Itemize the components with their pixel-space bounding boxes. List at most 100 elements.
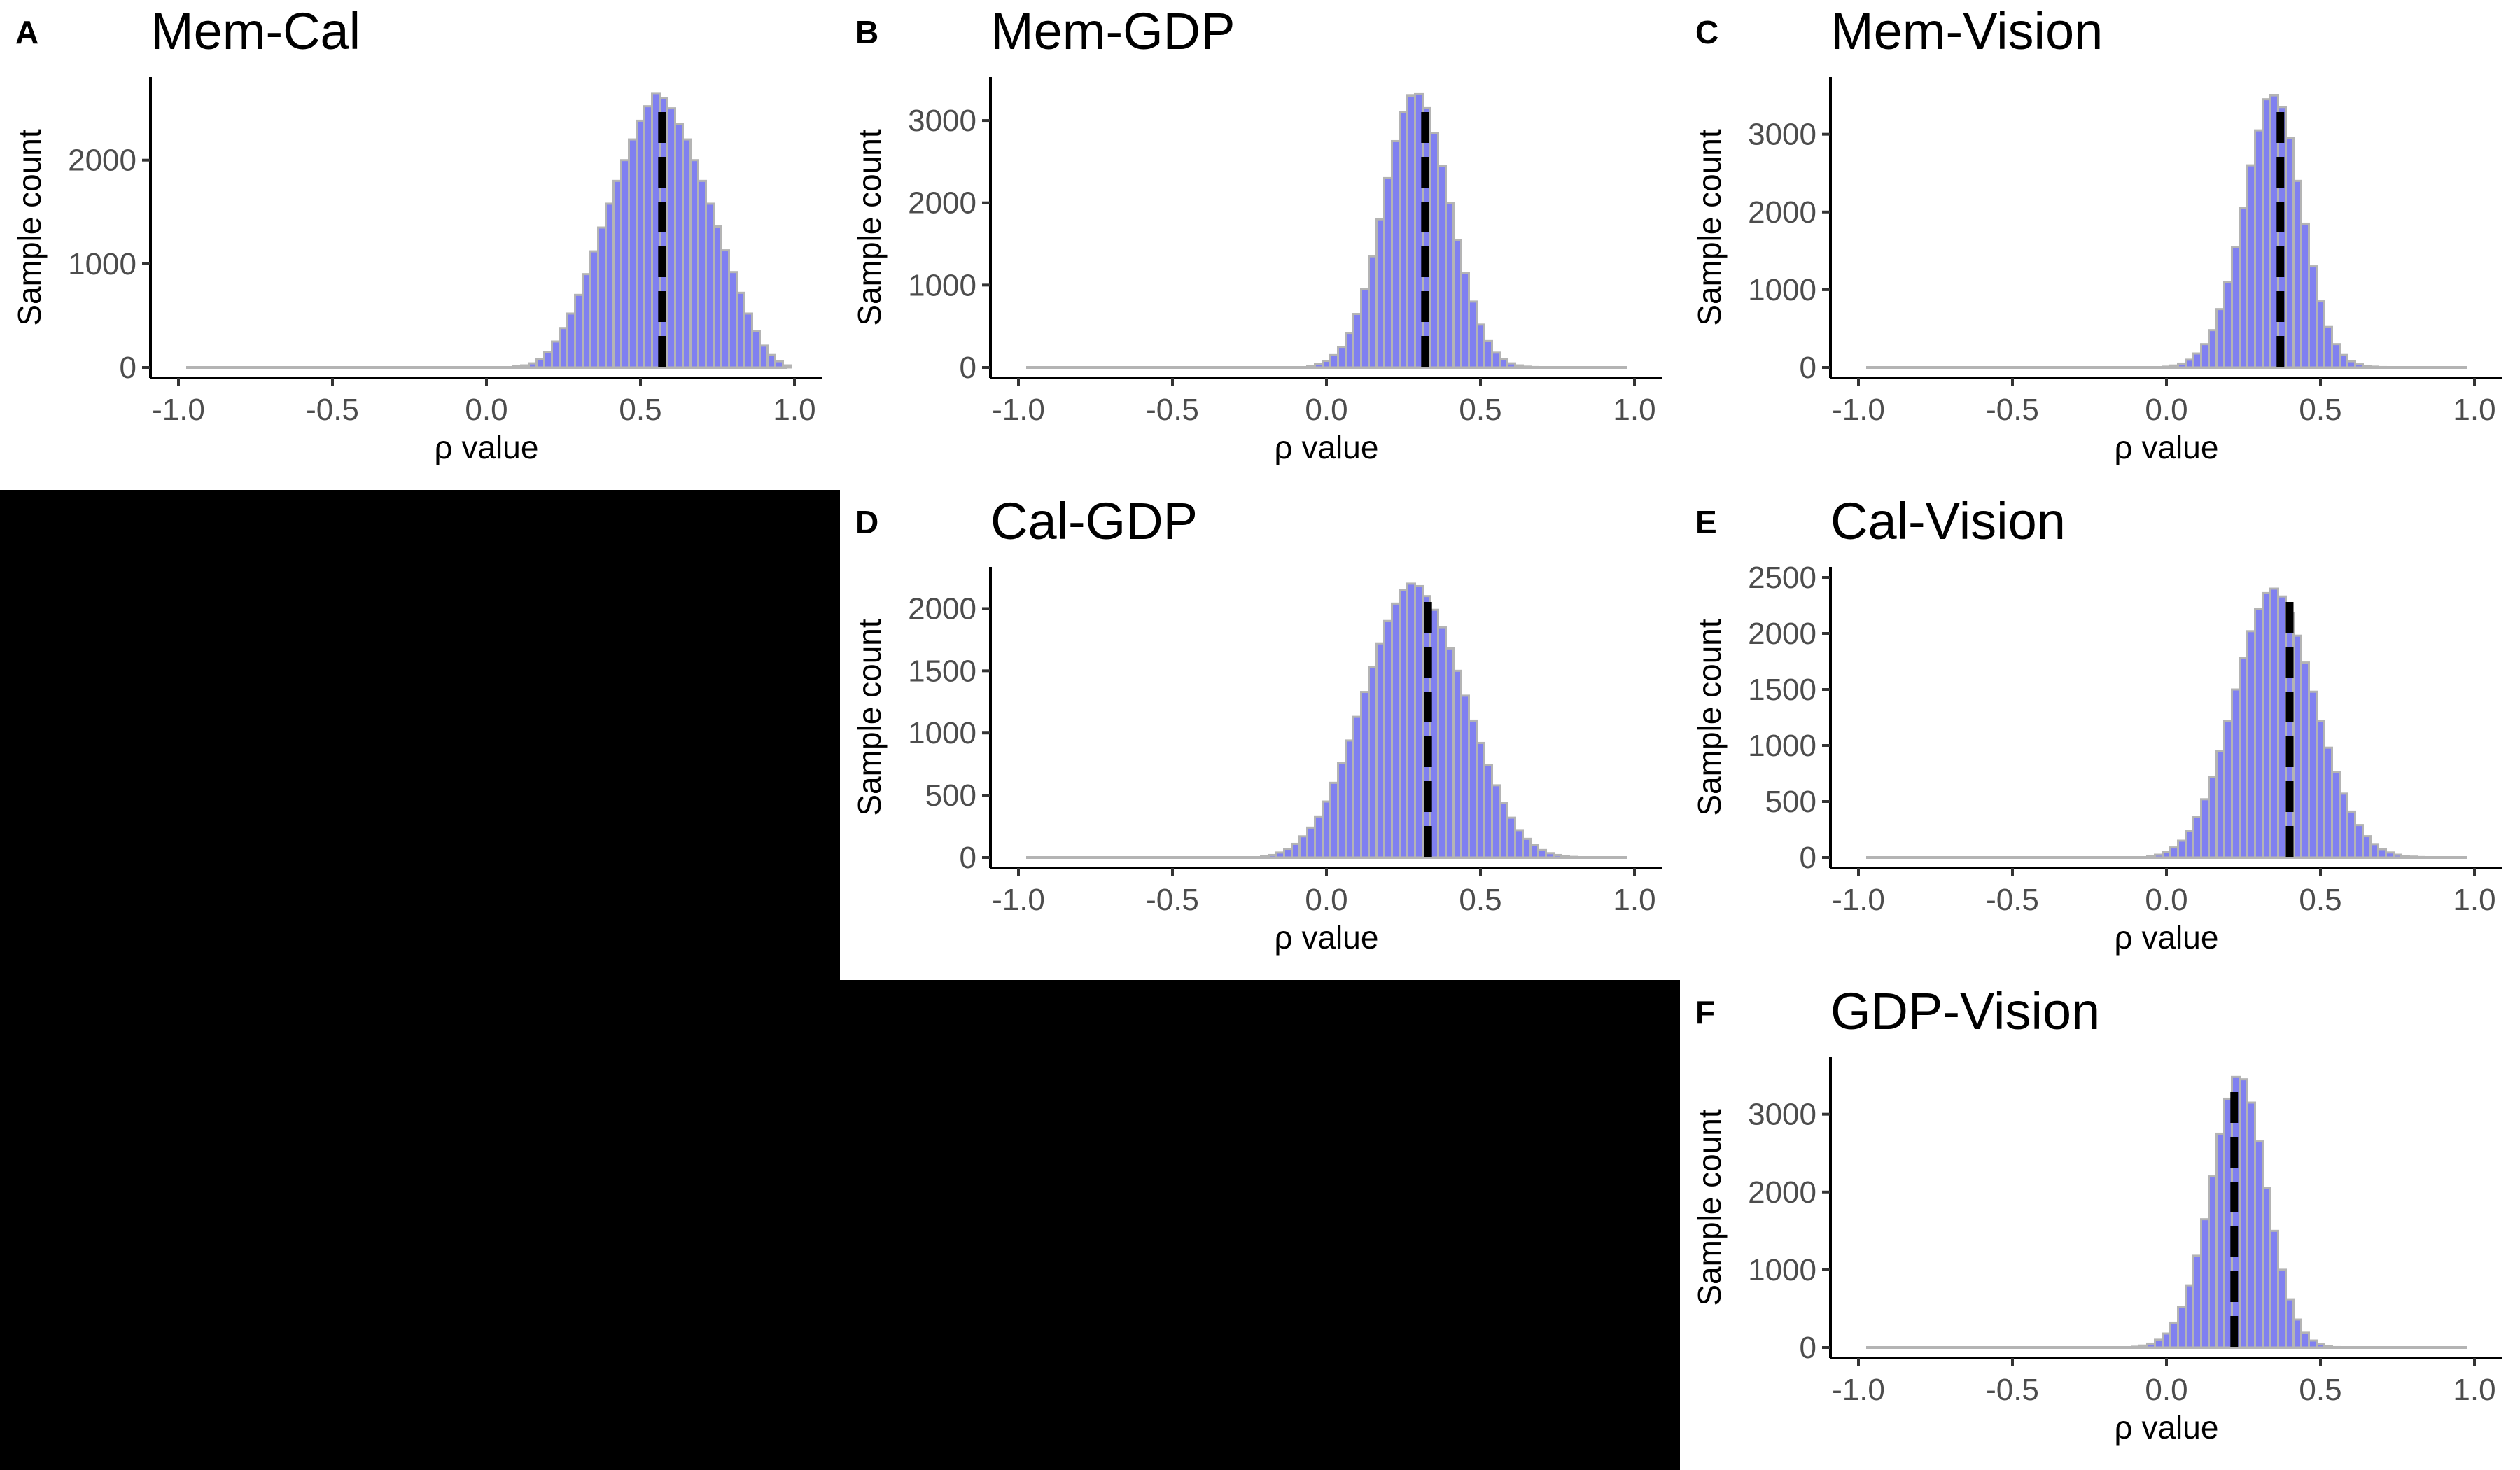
histogram-bar [1368,666,1378,859]
histogram-bar [1352,313,1362,369]
histogram-bar [1306,826,1316,859]
histogram-bar [620,159,630,369]
histogram-bar [2254,1140,2264,1349]
x-axis-label: ρ value [1275,429,1379,465]
histogram-bar [1360,288,1370,369]
histogram-bar [2308,265,2318,369]
histogram-bar [1391,139,1401,369]
histogram-bar [2138,1344,2148,1349]
histogram-bar [2331,343,2341,369]
x-tick-label: 1.0 [2453,393,2496,427]
histogram-bar [1352,715,1362,859]
chart-panel: F GDP-Vision -1.0 -0.5 0.0 0.5 1.0 0 1000 2000 300… [1691,982,2502,1446]
histogram-bar [2177,1306,2187,1349]
histogram-bar [759,344,769,369]
blank-region-bottom-middle [840,980,1680,1470]
histogram-bar [1345,332,1354,369]
histogram-bar [1329,781,1339,859]
chart-panel: C Mem-Vision -1.0 -0.5 0.0 0.5 1.0 0 1000 2000 300… [1691,2,2502,465]
histogram-bar [1337,346,1347,369]
histogram-bar [2408,855,2418,859]
histogram-bar [1452,669,1462,859]
x-tick-label: -0.5 [306,393,359,427]
histogram-bar [1422,106,1432,369]
histogram-bar [2216,750,2225,859]
histogram-bar [2208,329,2218,369]
histogram-bar [2169,364,2179,369]
histogram-bar [2154,853,2164,859]
histogram-bar [2292,634,2302,859]
x-tick-label: -0.5 [1986,393,2039,427]
histogram-bar [2208,776,2218,859]
x-tick-label: 0.5 [1459,393,1502,427]
x-tick-label: -0.5 [1146,883,1199,917]
y-tick-label: 1500 [1748,673,1816,707]
histogram-bar [1483,340,1493,369]
histogram-bar [1568,855,1578,859]
y-axis-label: Sample count [851,619,888,816]
y-axis-label: Sample count [11,129,48,326]
y-tick-label: 2000 [908,186,976,220]
x-tick-label: 0.0 [465,393,507,427]
y-tick-label: 2500 [1748,561,1816,595]
histogram-bar [2269,587,2279,859]
histogram-bar [1406,582,1416,859]
histogram-bar [1560,855,1570,859]
x-axis-label: ρ value [2115,429,2219,465]
y-tick-label: 3000 [908,104,976,138]
y-tick-label: 1000 [68,247,136,281]
histogram-bar [2192,352,2202,369]
histogram-bar [1553,853,1562,859]
histogram-bar [2354,363,2364,369]
histogram-bar [1483,764,1493,859]
histogram-bar [2316,1343,2325,1349]
chart-panel: D Cal-GDP -1.0 -0.5 0.0 0.5 1.0 0 500 1000 1500 200… [851,492,1662,955]
histogram-bar [2177,362,2187,369]
histogram-bar [705,202,715,369]
y-tick-label: 0 [1800,1331,1816,1365]
histogram-bar [1376,218,1385,369]
histogram-bar [2331,1345,2341,1349]
y-axis-label: Sample count [851,129,888,326]
histogram-bar [2300,1331,2310,1349]
histogram-bar [1345,739,1354,859]
histogram-bar [1368,255,1378,369]
histogram-bar [2323,326,2333,369]
y-tick-label: 500 [925,778,976,813]
panel-letter: A [15,14,38,50]
y-tick-label: 0 [1800,841,1816,875]
histogram-bar [1491,351,1501,369]
x-axis-label: ρ value [435,429,539,465]
y-tick-label: 2000 [908,592,976,626]
histogram-bar [589,250,599,369]
histogram-bar [1452,239,1462,369]
histogram-bar [2400,855,2410,859]
histogram-bar [1314,363,1324,369]
histogram-bar [666,107,676,369]
histogram-bar [2192,1254,2202,1349]
histogram-bar [1460,694,1470,859]
histogram-bar [1522,365,1532,369]
histogram-bar [751,330,761,369]
histogram-bar [2377,848,2387,859]
y-tick-label: 2000 [1748,1175,1816,1210]
histogram-bar [2339,354,2348,369]
y-tick-label: 500 [1765,785,1816,819]
x-tick-label: 0.0 [2145,883,2188,917]
histogram-bar [1399,589,1408,859]
histogram-bar [2300,222,2310,369]
histogram-bar [1391,602,1401,859]
x-tick-label: -1.0 [992,393,1045,427]
histogram-bar [2223,281,2233,369]
chart-panel: A Mem-Cal -1.0 -0.5 0.0 0.5 1.0 0 1000 2000 ρ valu… [11,2,822,465]
histogram-bar [2292,1318,2302,1349]
y-tick-label: 0 [1800,351,1816,385]
histogram-bar [2370,365,2379,369]
histogram-bar [1399,111,1408,369]
chart-title: Mem-Vision [1830,2,2103,60]
histogram-bar [536,358,545,369]
histogram-bar [574,293,584,369]
histogram-bar [728,271,738,369]
histogram-bar [2216,1132,2225,1349]
panel-letter: C [1695,14,1718,50]
